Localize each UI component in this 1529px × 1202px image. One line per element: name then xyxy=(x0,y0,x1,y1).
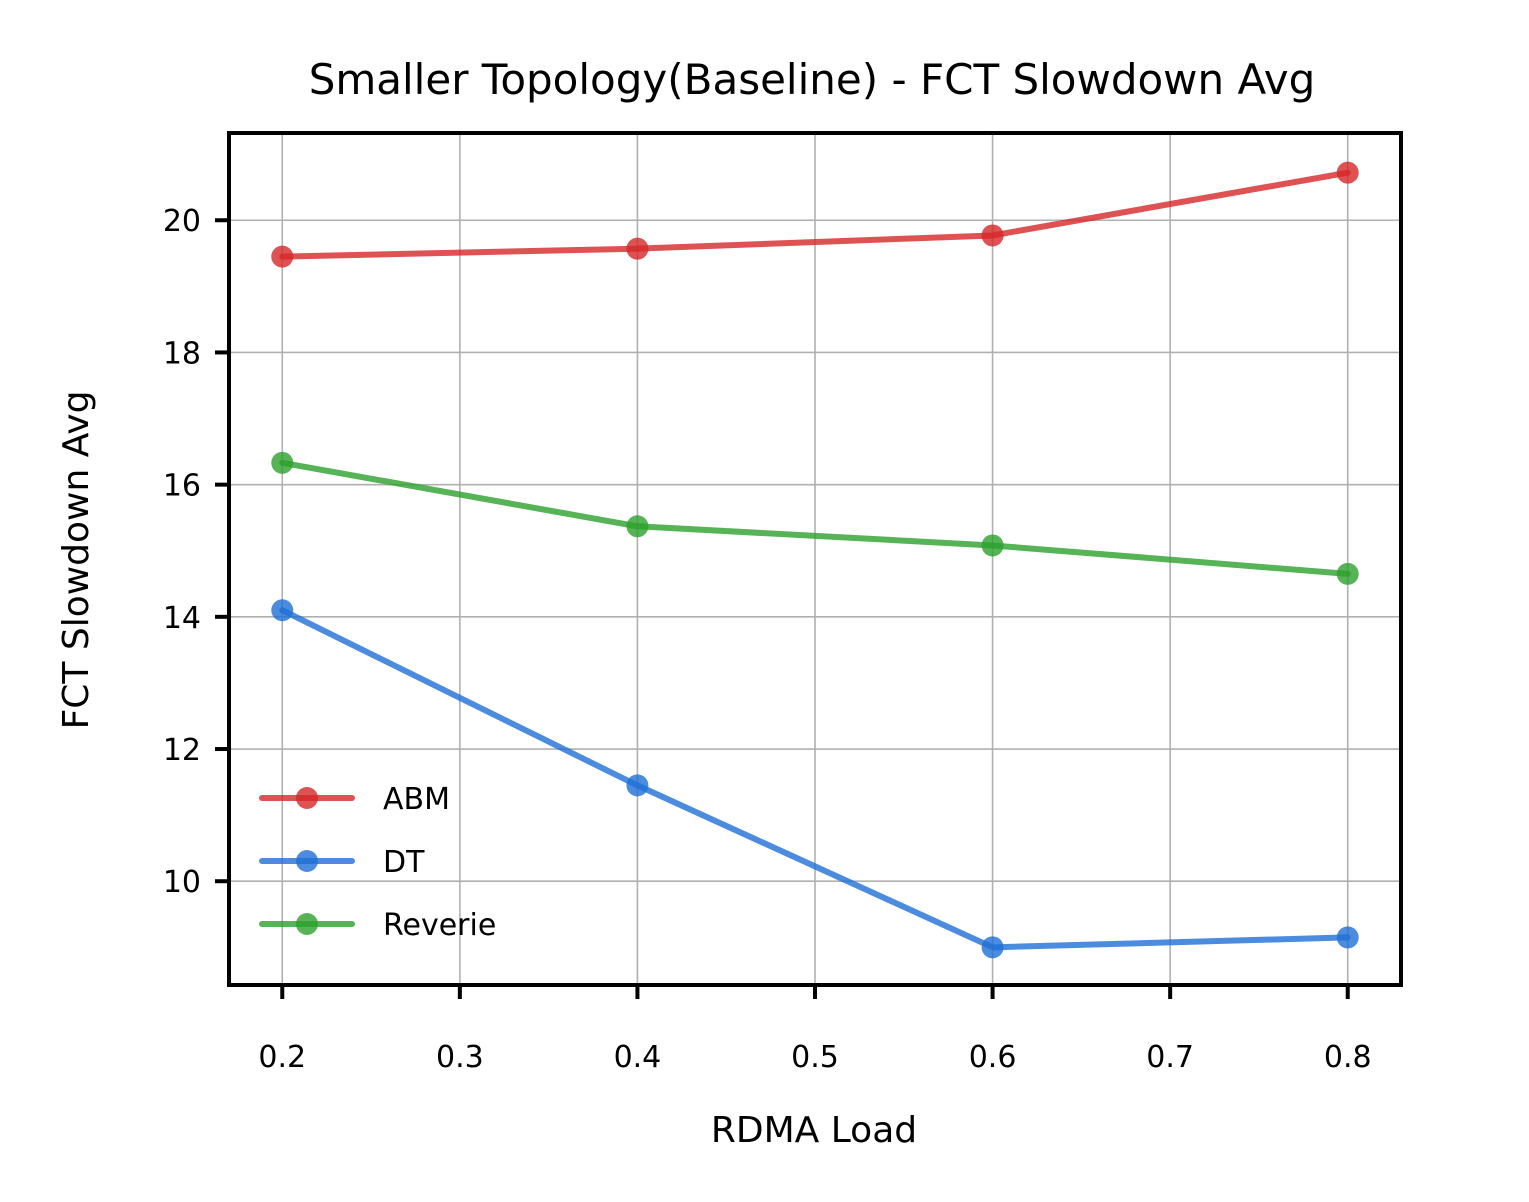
x-tick-label: 0.7 xyxy=(1146,1040,1194,1075)
y-tick-label: 10 xyxy=(163,865,201,900)
legend: ABM DT Reverie xyxy=(259,782,496,943)
x-tick-label: 0.3 xyxy=(436,1040,484,1075)
legend-label: ABM xyxy=(383,782,450,817)
x-tick-label: 0.8 xyxy=(1324,1040,1372,1075)
series-dt xyxy=(271,599,1359,959)
series-line xyxy=(279,169,1351,260)
series-line xyxy=(279,459,1351,577)
y-axis: 10 12 14 16 18 20 xyxy=(163,204,229,900)
series-reverie xyxy=(271,451,1359,585)
series-layer xyxy=(271,161,1359,959)
data-point xyxy=(1336,562,1359,585)
x-tick-label: 0.5 xyxy=(791,1040,839,1075)
legend-item-reverie: Reverie xyxy=(259,908,496,943)
data-point xyxy=(1336,926,1359,949)
series-line xyxy=(279,607,1351,951)
x-axis-label: RDMA Load xyxy=(711,1110,917,1151)
data-point xyxy=(981,534,1004,557)
legend-swatch-marker xyxy=(296,850,318,872)
series-abm xyxy=(271,161,1359,268)
legend-label: Reverie xyxy=(383,908,496,943)
data-point xyxy=(626,774,649,797)
data-point xyxy=(626,237,649,260)
legend-label: DT xyxy=(383,845,425,880)
y-axis-label: FCT Slowdown Avg xyxy=(56,391,97,730)
legend-swatch-marker xyxy=(296,787,318,809)
data-point xyxy=(981,224,1004,247)
data-point xyxy=(981,936,1004,959)
data-point xyxy=(271,245,294,268)
legend-swatch-marker xyxy=(296,913,318,935)
y-tick-label: 14 xyxy=(163,601,201,636)
data-point xyxy=(271,451,294,474)
y-tick-label: 16 xyxy=(163,469,201,504)
x-tick-label: 0.6 xyxy=(969,1040,1017,1075)
legend-item-abm: ABM xyxy=(259,782,450,817)
x-tick-label: 0.2 xyxy=(258,1040,306,1075)
y-tick-label: 18 xyxy=(163,336,201,371)
data-point xyxy=(1336,161,1359,184)
data-point xyxy=(271,599,294,622)
chart-title: Smaller Topology(Baseline) - FCT Slowdow… xyxy=(309,55,1316,104)
data-point xyxy=(626,515,649,538)
x-axis: 0.2 0.3 0.4 0.5 0.6 0.7 0.8 xyxy=(258,985,1372,1075)
y-tick-label: 20 xyxy=(163,204,201,239)
legend-item-dt: DT xyxy=(259,845,425,880)
y-tick-label: 12 xyxy=(163,733,201,768)
x-tick-label: 0.4 xyxy=(614,1040,662,1075)
